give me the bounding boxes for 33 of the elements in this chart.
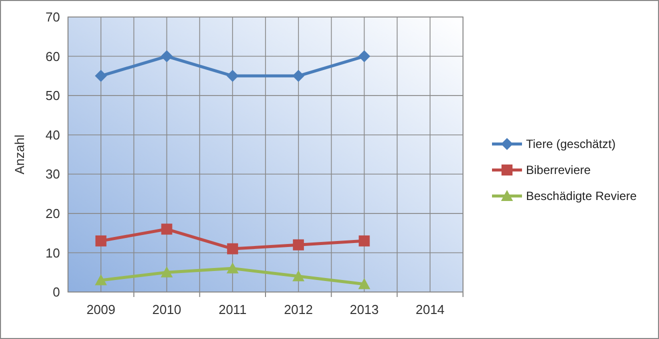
point bbox=[358, 235, 370, 246]
point bbox=[94, 70, 107, 82]
point bbox=[292, 270, 304, 282]
point bbox=[226, 262, 239, 274]
point bbox=[292, 239, 304, 250]
point bbox=[94, 274, 107, 286]
x-tick-label: 2010 bbox=[152, 302, 182, 317]
y-tick-label: 60 bbox=[46, 48, 60, 64]
y-tick-label: 0 bbox=[52, 284, 60, 300]
point bbox=[292, 70, 304, 82]
legend-label: Beschädigte Reviere bbox=[526, 189, 638, 204]
x-tick-label: 2011 bbox=[218, 302, 247, 317]
y-tick-label: 30 bbox=[46, 166, 60, 182]
y-tick-label: 20 bbox=[46, 206, 60, 221]
point bbox=[358, 278, 370, 290]
point bbox=[160, 50, 173, 62]
point bbox=[160, 266, 173, 278]
point bbox=[226, 70, 239, 82]
point bbox=[358, 50, 370, 62]
x-tick-label: 2013 bbox=[350, 302, 379, 317]
point bbox=[95, 235, 106, 246]
y-tick-label: 10 bbox=[46, 245, 60, 260]
x-tick-label: 2014 bbox=[416, 302, 445, 317]
point bbox=[161, 224, 172, 235]
legend-label: Biberreviere bbox=[526, 163, 592, 178]
legend-label: Tiere (geschätzt) bbox=[526, 137, 616, 152]
y-tick-label: 70 bbox=[46, 10, 60, 25]
x-tick-label: 2012 bbox=[284, 302, 313, 317]
y-tick-label: 40 bbox=[46, 127, 60, 142]
y-axis-title: Anzahl bbox=[12, 134, 27, 174]
y-tick-label: 50 bbox=[46, 88, 60, 104]
x-tick-label: 2009 bbox=[86, 302, 116, 317]
point bbox=[227, 243, 238, 254]
